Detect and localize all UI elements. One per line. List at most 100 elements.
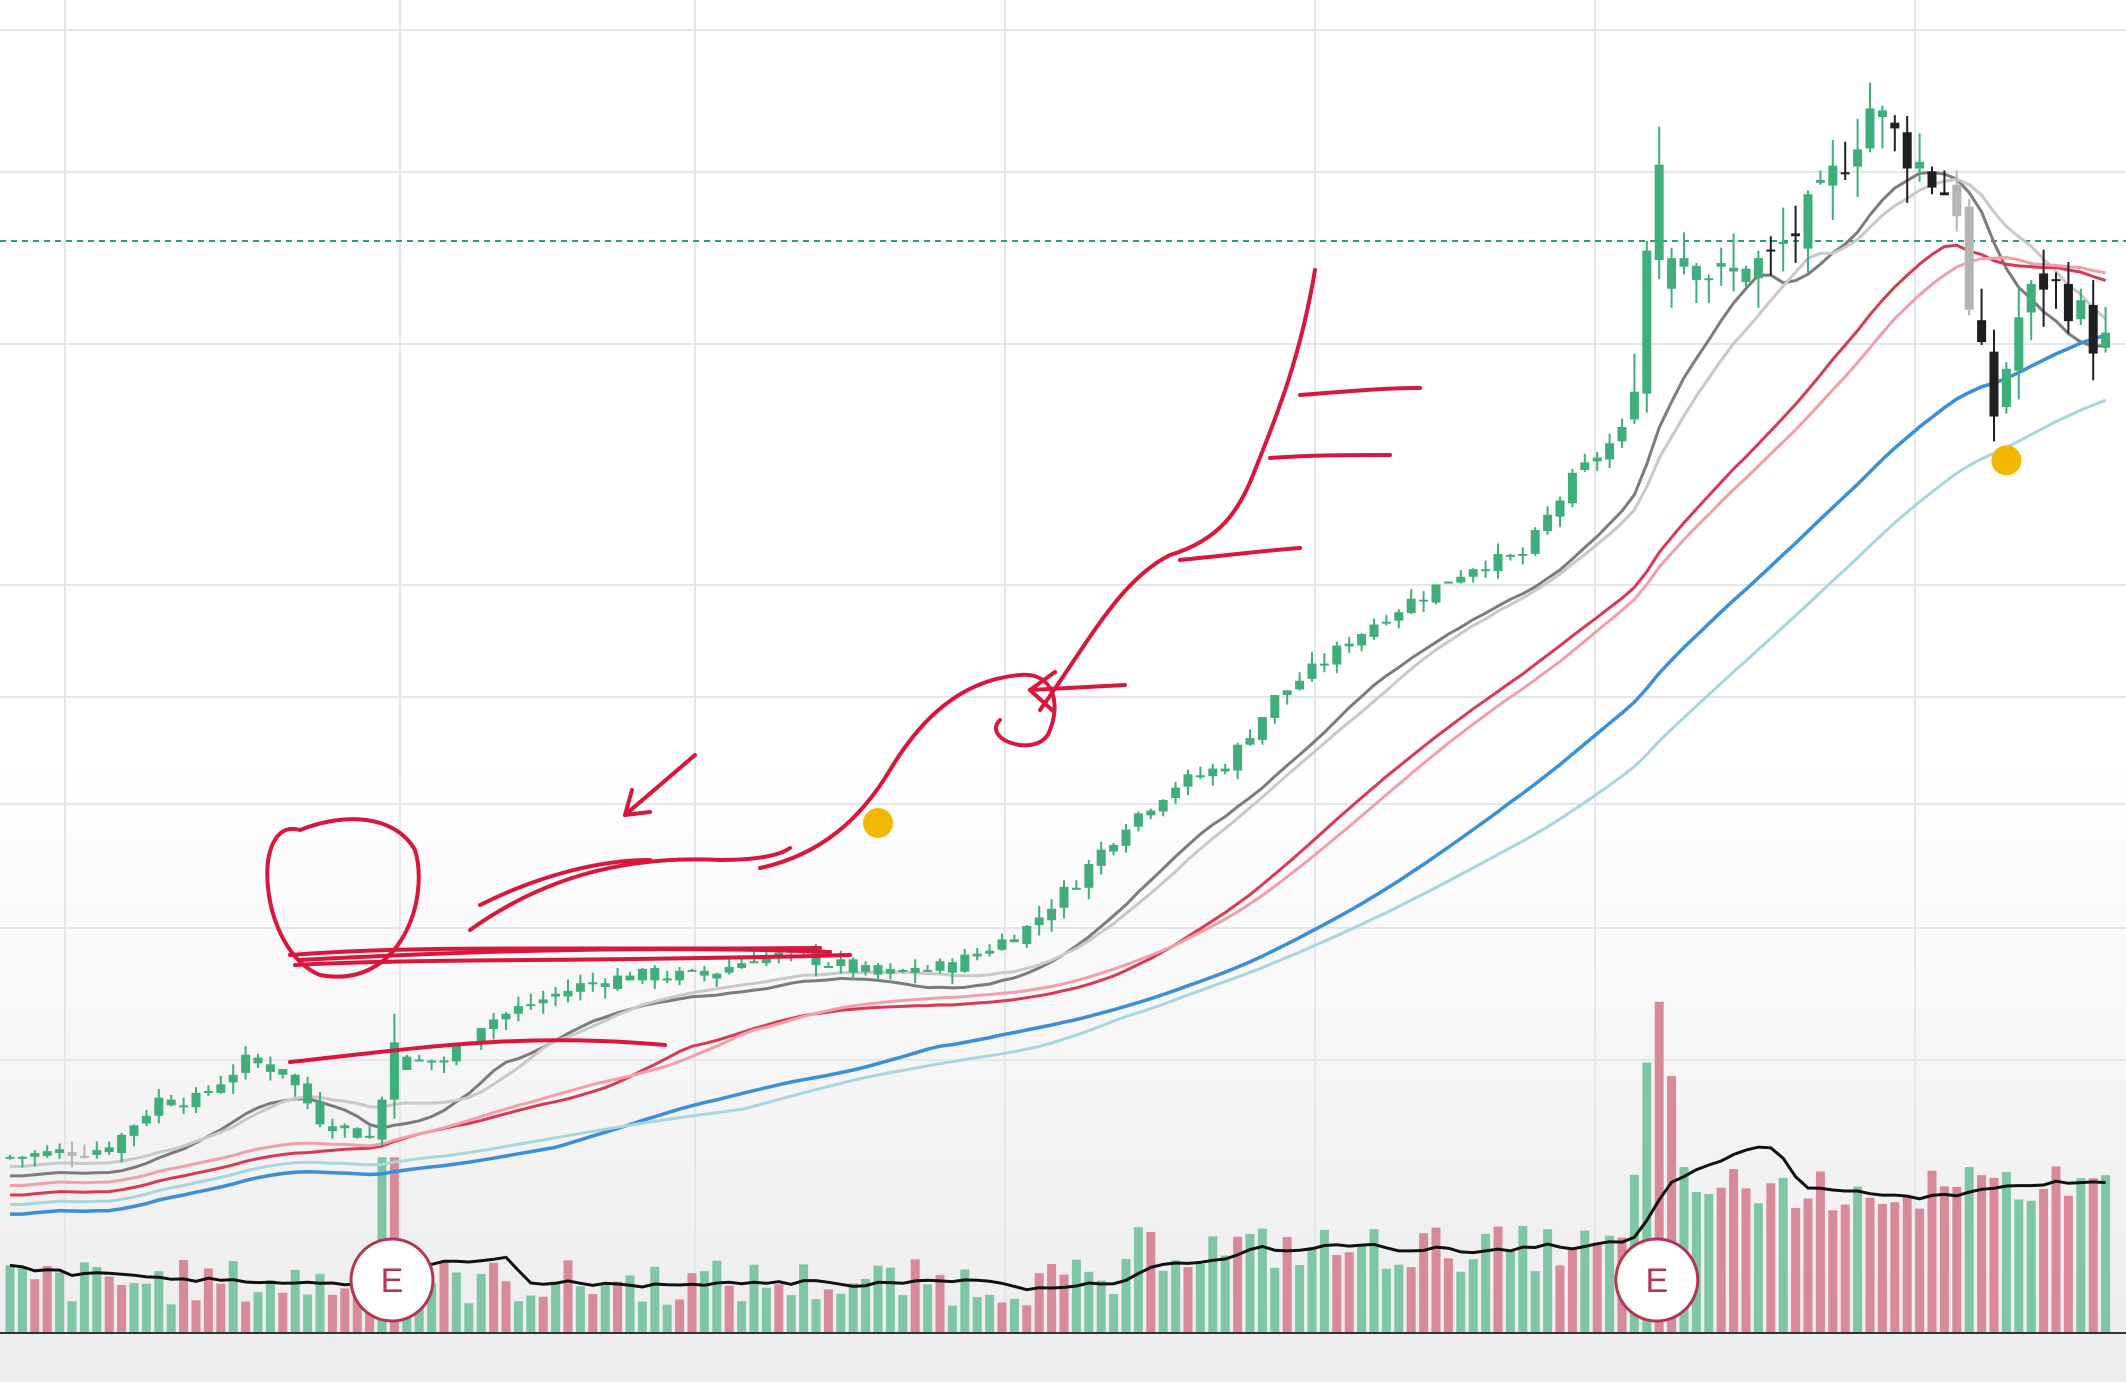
volume-bar [1778,1177,1788,1333]
volume-bar [799,1264,809,1333]
candle [1059,880,1069,919]
volume-bar [489,1262,499,1333]
volume-bar [1357,1244,1367,1333]
candle-body [563,990,573,997]
earnings-marker: E [349,1237,435,1323]
volume-bar [823,1289,833,1333]
volume-bar [873,1265,883,1333]
candle [2001,362,2011,414]
candle-body [1158,800,1168,812]
candle-body [1406,598,1416,614]
volume-bar [625,1275,635,1333]
candle [662,970,672,984]
ma-fast-light-line [10,177,2107,1168]
candle [377,1096,387,1146]
volume-bar [1022,1305,1032,1333]
candle-body [637,968,647,981]
candle-body [216,1084,226,1093]
volume-bar [42,1266,52,1333]
earnings-label: E [1645,1262,1668,1300]
candle [1691,262,1701,304]
volume-bar [154,1271,164,1333]
candle [1171,781,1181,804]
candle-body [2101,332,2111,348]
candle-body [749,961,759,964]
candle [166,1094,176,1107]
candle [340,1123,350,1138]
candle-body [1555,500,1565,517]
earnings-circle [1614,1237,1700,1323]
candle [1109,842,1119,856]
annotation-stroke [1268,453,1392,460]
candle-body [885,968,895,974]
candle [526,993,536,1010]
candle-body [1493,553,1503,572]
candle [1468,568,1478,583]
candle-body [551,993,561,997]
volume-bar [340,1288,350,1333]
volume-bar [1071,1259,1081,1333]
candle [1567,469,1577,508]
grid [0,0,2126,1333]
candle [1245,729,1255,746]
ma-slow-line [10,333,2107,1216]
volume-bar [1729,1169,1739,1333]
candle-body [278,1069,288,1075]
candle-body [1654,164,1664,261]
candle-body [1146,810,1156,816]
candle [427,1059,437,1071]
candle-body [191,1092,201,1108]
volume-bar [2051,1166,2061,1333]
volume-bar [92,1267,102,1333]
volume-bar [1195,1264,1205,1333]
candle [67,1141,77,1168]
candle-body [2026,283,2036,313]
ma-mid-light-line [10,255,2106,1187]
candle-body [1022,925,1032,945]
candle-body [340,1125,350,1129]
volume-bar [898,1295,908,1333]
candle-body [1096,849,1106,866]
volume-bar [2026,1200,2036,1333]
volume-bar [749,1264,759,1333]
candle-body [1567,472,1577,504]
volume-bar [1381,1268,1391,1333]
volume-bar [848,1283,858,1333]
volume-bar [1034,1273,1044,1333]
candle [712,972,722,988]
candle [439,1056,449,1073]
annotation-stroke [293,953,852,967]
volume-bar [265,1280,275,1333]
volume-bar [1146,1231,1156,1333]
candle [476,1028,486,1050]
candle [501,1011,511,1030]
candle [389,1013,399,1119]
candle-body [923,969,933,972]
volume-bar [1394,1264,1404,1333]
volume-bar [414,1293,424,1333]
candle-body [1741,268,1751,283]
candle [1208,763,1218,786]
volume-bar [1667,1076,1677,1333]
candle-body [1233,744,1243,771]
price-candles [5,82,2111,1168]
volume-bar [30,1279,40,1333]
candle [575,974,585,1001]
candle [2039,249,2049,327]
candle-body [1481,569,1491,572]
volume-bar [1543,1229,1553,1333]
volume-bar [290,1269,300,1333]
volume-bar [141,1283,151,1333]
volume-bar [1208,1236,1218,1333]
annotation-stroke [623,810,652,817]
candle-body [1753,258,1763,279]
candle-body [1109,844,1119,852]
volume-bar [1716,1187,1726,1333]
candle [1580,453,1590,472]
candle-body [526,1004,536,1007]
candle [1307,652,1317,682]
candle-body [265,1064,275,1072]
volume-bar [1183,1267,1193,1333]
candle [737,958,747,969]
volume-bar [1369,1229,1379,1333]
